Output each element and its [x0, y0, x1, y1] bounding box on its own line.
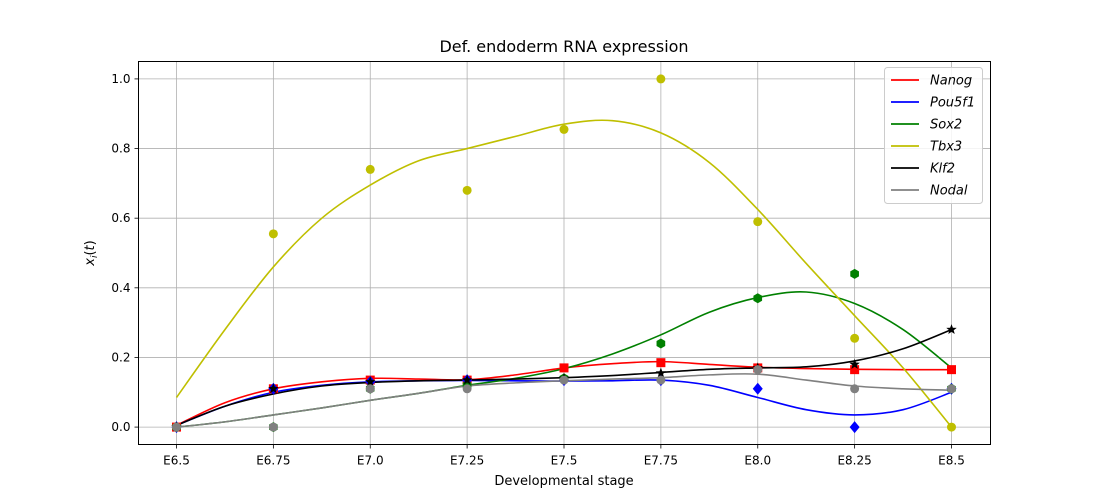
y-tick-label: 0.4	[111, 281, 130, 295]
x-tick-label: E7.5	[551, 454, 578, 468]
data-point-klf2	[946, 324, 957, 335]
data-point-klf2	[655, 367, 667, 378]
plot-frame	[138, 61, 991, 445]
y-tick-label: 1.0	[111, 72, 130, 86]
legend-label-nodal: Nodal	[930, 184, 968, 199]
chart-title: Def. endoderm RNA expression	[439, 37, 688, 56]
data-point-tbx3	[656, 74, 666, 84]
data-point-nodal	[268, 422, 278, 432]
data-point-tbx3	[268, 229, 278, 239]
data-point-sox2	[753, 293, 763, 304]
data-point-nanog	[656, 358, 666, 368]
x-axis-label: Developmental stage	[494, 474, 633, 489]
legend-label-tbx3: Tbx3	[930, 140, 962, 155]
data-point-nodal	[850, 384, 860, 394]
data-point-tbx3	[947, 422, 956, 432]
x-tick-label: E8.5	[938, 454, 965, 468]
data-point-pou5f1	[849, 421, 860, 434]
data-point-nanog	[850, 365, 860, 375]
x-tick-label: E6.75	[256, 454, 290, 468]
data-point-nodal	[172, 422, 181, 432]
data-point-klf2	[268, 383, 279, 394]
data-point-tbx3	[753, 217, 763, 227]
data-point-tbx3	[462, 185, 472, 195]
data-point-nodal	[947, 384, 956, 394]
data-point-nodal	[365, 384, 375, 394]
y-tick-label: 0.0	[111, 420, 130, 434]
data-point-nodal	[656, 375, 666, 385]
series-line-tbx3	[175, 119, 953, 428]
series-markers	[171, 74, 957, 434]
data-point-klf2	[849, 358, 860, 369]
data-point-sox2	[656, 338, 666, 349]
data-point-tbx3	[559, 124, 569, 134]
y-tick-label: 0.2	[111, 350, 130, 364]
x-tick-label: E6.5	[163, 454, 190, 468]
data-point-klf2	[461, 374, 473, 385]
legend-label-pou5f1: Pou5f1	[930, 96, 975, 111]
x-tick-label: E8.25	[837, 454, 871, 468]
data-point-tbx3	[850, 333, 860, 343]
data-point-sox2	[850, 268, 859, 279]
x-tick-label: E7.0	[357, 454, 384, 468]
data-point-nodal	[559, 375, 569, 385]
legend: Nanog Pou5f1 Sox2 Tbx3 Klf2 Nodal	[884, 67, 983, 204]
data-point-tbx3	[365, 164, 375, 174]
data-point-klf2	[365, 376, 376, 387]
legend-label-nanog: Nanog	[930, 74, 972, 89]
legend-label-klf2: Klf2	[930, 162, 955, 177]
data-point-pou5f1	[752, 382, 763, 395]
x-tick-label: E7.25	[450, 454, 484, 468]
ticks: E6.5 E6.75 E7.0 E7.25 E7.5 E7.75 E8.0 E8.25 E8.5…	[111, 72, 964, 468]
legend-label-sox2: Sox2	[930, 118, 962, 133]
data-point-nanog	[947, 365, 956, 375]
y-tick-label: 0.6	[111, 211, 130, 225]
x-tick-label: E8.0	[744, 454, 771, 468]
x-tick-label: E7.75	[644, 454, 678, 468]
y-tick-label: 0.8	[111, 142, 130, 156]
data-point-nodal	[462, 384, 472, 394]
data-point-nodal	[753, 365, 763, 375]
data-point-nanog	[559, 363, 569, 373]
y-axis-label: xi(t)	[83, 240, 100, 266]
